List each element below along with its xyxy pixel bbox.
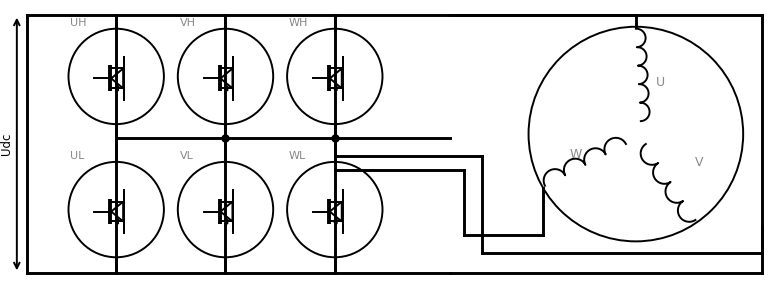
Text: UL: UL [70,151,85,161]
Text: UH: UH [70,18,87,28]
Text: V: V [695,156,703,169]
Text: WH: WH [289,18,308,28]
Text: U: U [656,76,665,89]
Text: VL: VL [180,151,194,161]
Text: VH: VH [180,18,196,28]
Text: W: W [569,148,581,161]
Text: WL: WL [289,151,306,161]
Text: Udc: Udc [0,133,13,155]
